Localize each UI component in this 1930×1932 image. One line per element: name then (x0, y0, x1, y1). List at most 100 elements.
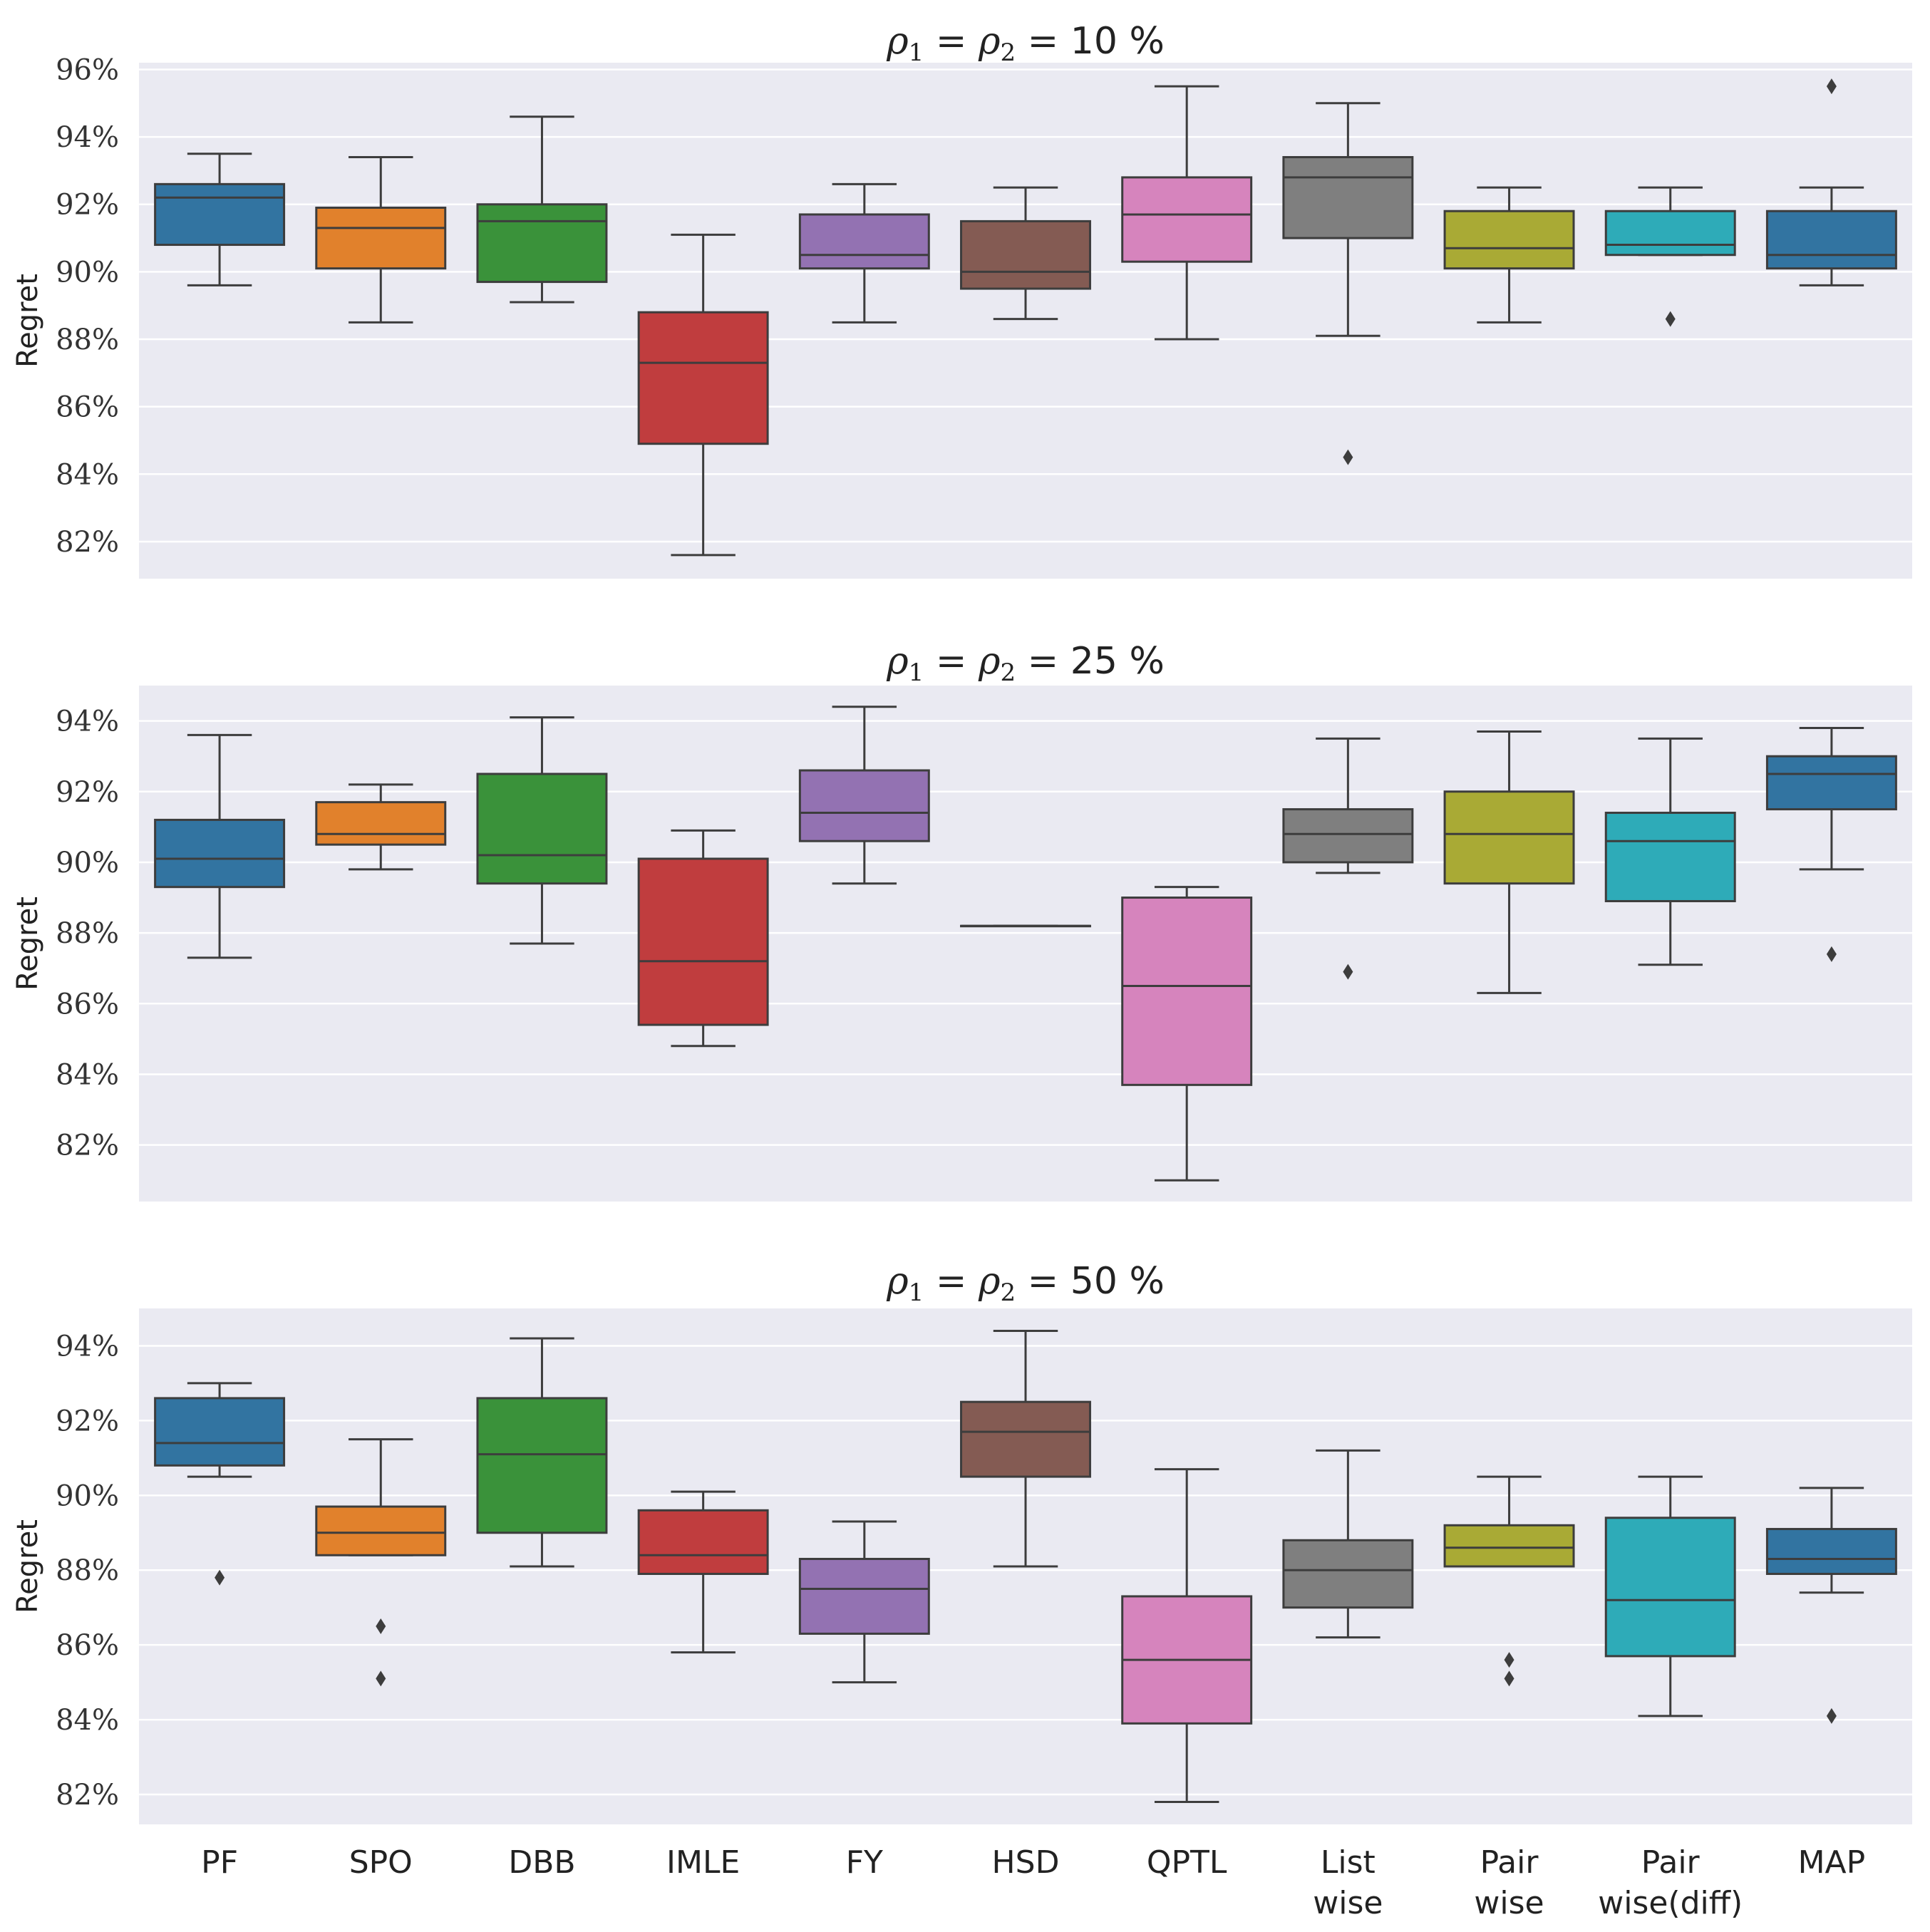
box-body (637, 857, 769, 1026)
x-tick-label: Pair (1641, 1844, 1701, 1881)
box-pairwise (1443, 1475, 1575, 1687)
box-body (315, 801, 447, 846)
title-equals: = (924, 1260, 979, 1303)
box-body (1282, 1539, 1414, 1609)
box-body (315, 1505, 447, 1556)
title-equals: = (1016, 1260, 1070, 1303)
title-value: 10 % (1070, 20, 1165, 63)
x-tick-label: QPTL (1147, 1844, 1227, 1881)
y-axis-label: Regret (11, 897, 44, 991)
box-dbb (476, 1337, 608, 1568)
box-pairwise (1443, 730, 1575, 994)
title-value: 25 % (1070, 640, 1165, 683)
y-axis-label: Regret (11, 1519, 44, 1613)
outlier-point (376, 1670, 386, 1687)
title-rho: ρ (886, 20, 909, 63)
panel-title: ρ1 = ρ2 = 10 % (886, 20, 1165, 67)
title-value: 50 % (1070, 1260, 1165, 1303)
box-pf (154, 733, 286, 959)
box-hsd (960, 1329, 1091, 1568)
title-subscript: 1 (909, 38, 924, 67)
box-qptl (1121, 886, 1253, 1182)
title-subscript: 1 (909, 658, 924, 687)
title-rho: ρ (978, 640, 1001, 683)
outlier-point (376, 1618, 386, 1634)
title-rho: ρ (978, 20, 1001, 63)
box-body (798, 1558, 930, 1635)
y-tick-label: 94% (56, 706, 119, 738)
x-tick-label-line2: wise(diff) (1598, 1885, 1743, 1921)
box-pairwise-diff- (1604, 737, 1736, 966)
box-dbb (476, 716, 608, 945)
box-body (1443, 210, 1575, 270)
x-tick-label: SPO (349, 1844, 413, 1881)
y-tick-label: 84% (56, 1058, 119, 1091)
title-equals: = (924, 20, 979, 63)
box-pairwise (1443, 186, 1575, 324)
panel-title: ρ1 = ρ2 = 25 % (886, 640, 1165, 687)
box-listwise (1282, 1449, 1414, 1639)
y-tick-label: 92% (56, 776, 119, 809)
y-tick-label: 82% (56, 1130, 119, 1162)
y-tick-label: 94% (56, 121, 119, 154)
panel-title: ρ1 = ρ2 = 50 % (886, 1260, 1165, 1307)
y-tick-label: 88% (56, 1554, 119, 1587)
box-hsd (960, 186, 1091, 321)
box-imle (637, 829, 769, 1048)
panel-2-background (139, 686, 1912, 1202)
box-pairwise-diff- (1604, 186, 1736, 327)
box-body (1765, 1528, 1897, 1575)
title-subscript: 2 (1001, 38, 1016, 67)
x-tick-label-line2: wise (1313, 1885, 1383, 1921)
box-body (1121, 897, 1253, 1086)
outlier-point (1826, 1708, 1837, 1724)
x-tick-label: HSD (992, 1844, 1060, 1881)
box-body (960, 219, 1091, 290)
y-axis-label: Regret (11, 274, 44, 368)
box-spo (315, 155, 447, 324)
title-rho: ρ (978, 1260, 1001, 1303)
box-body (1443, 1524, 1575, 1568)
box-map (1765, 1487, 1897, 1724)
panel-1: 82%84%86%88%90%92%94%96%ρ1 = ρ2 = 10 %Re… (11, 20, 1912, 579)
x-tick-label: PF (201, 1844, 238, 1881)
box-body (1282, 155, 1414, 239)
outlier-point (1504, 1652, 1514, 1668)
y-tick-label: 94% (56, 1330, 119, 1363)
title-subscript: 2 (1001, 658, 1016, 687)
x-tick-label: MAP (1798, 1844, 1866, 1881)
title-equals: = (1016, 20, 1070, 63)
box-pairwise-diff- (1604, 1475, 1736, 1717)
box-map (1765, 78, 1897, 286)
y-tick-label: 84% (56, 458, 119, 491)
title-subscript: 2 (1001, 1278, 1016, 1307)
box-dbb (476, 115, 608, 304)
box-body (637, 311, 769, 445)
box-pf (154, 1382, 286, 1586)
x-axis-labels: PF SPO DBB IMLE FY HSD QPTL List wise Pair wise Pai… (201, 1844, 1865, 1921)
box-body (1604, 1517, 1736, 1658)
x-tick-label: IMLE (666, 1844, 740, 1881)
x-tick-label: Pair (1480, 1844, 1539, 1881)
y-tick-label: 88% (56, 324, 119, 356)
y-tick-label: 86% (56, 1629, 119, 1662)
box-body (1604, 210, 1736, 257)
y-tick-label: 92% (56, 189, 119, 222)
box-body (476, 1397, 608, 1534)
title-rho: ρ (886, 1260, 909, 1303)
y-tick-label: 96% (56, 53, 119, 86)
title-rho: ρ (886, 640, 909, 683)
box-spo (315, 1438, 447, 1687)
box-body (1282, 808, 1414, 864)
outlier-point (1504, 1670, 1514, 1687)
box-pf (154, 153, 286, 286)
box-body (1765, 755, 1897, 811)
box-body (1443, 790, 1575, 885)
outlier-point (1343, 449, 1353, 465)
x-tick-label: FY (846, 1844, 883, 1881)
box-body (154, 1397, 286, 1467)
box-body (315, 206, 447, 270)
title-subscript: 1 (909, 1278, 924, 1307)
box-fy (798, 182, 930, 324)
